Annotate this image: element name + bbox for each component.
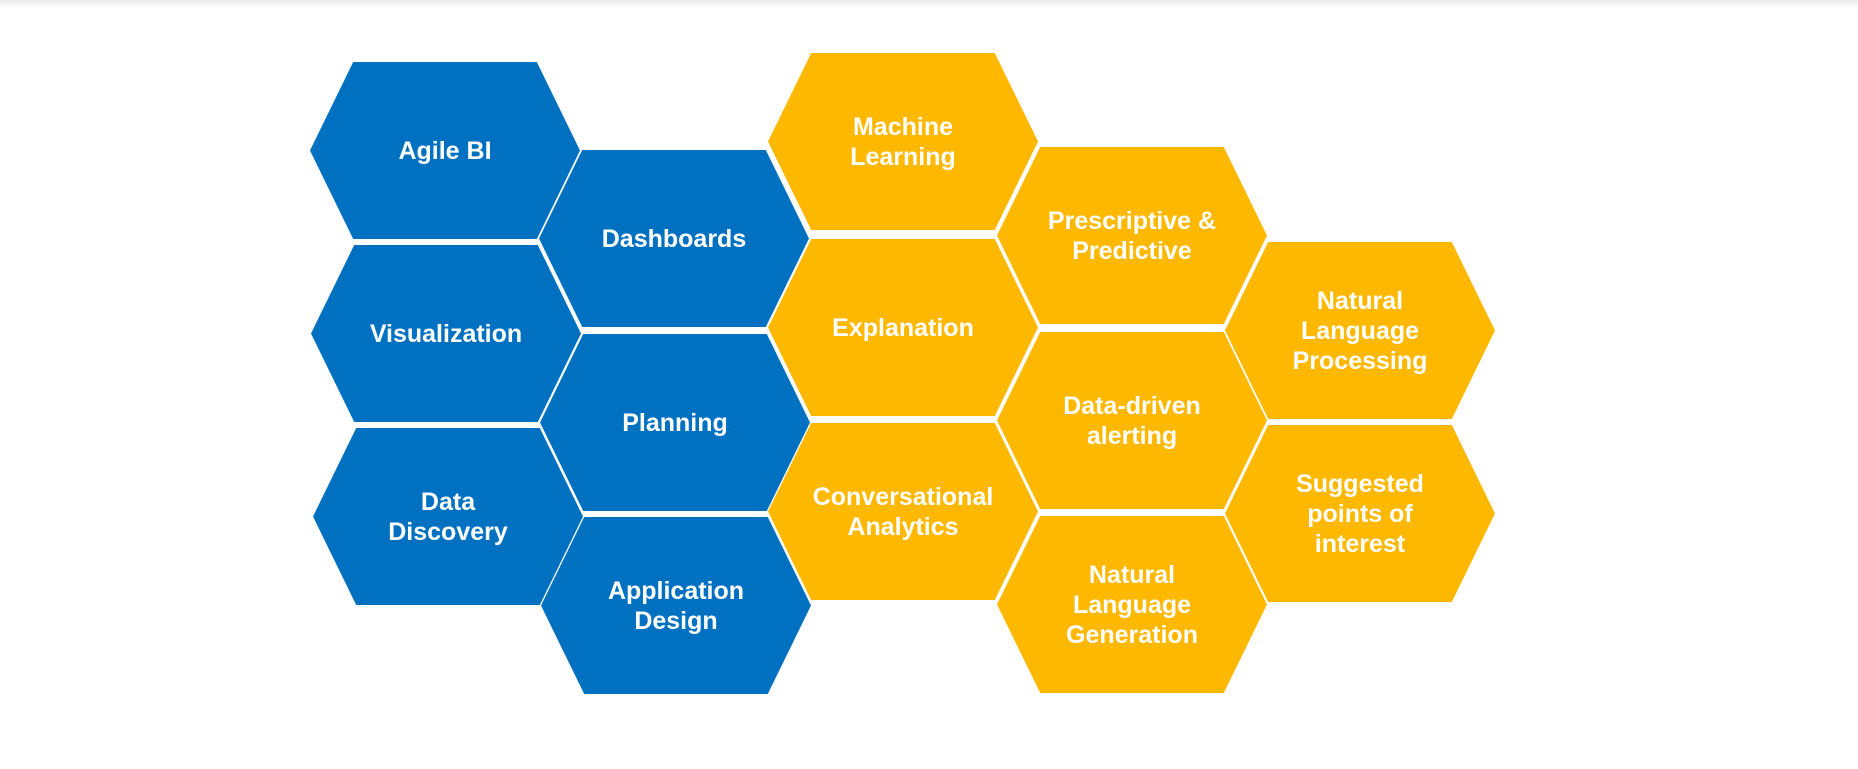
hexagon-10: Prescriptive & Predictive [997,147,1267,324]
top-shade [0,0,1858,8]
hexagon-12: Natural Language Generation [997,516,1267,693]
hexagon-5: Planning [540,334,810,511]
hexagon-13: Natural Language Processing [1225,242,1495,419]
hexagon-6: Application Design [541,517,811,694]
hexagon-3: Data Discovery [313,428,583,605]
hexagon-8: Explanation [768,239,1038,416]
hexagon-7: Machine Learning [768,53,1038,230]
hexagon-4: Dashboards [539,150,809,327]
hexagon-11: Data-driven alerting [997,332,1267,509]
hexagon-1: Agile BI [310,62,580,239]
hexagon-14: Suggested points of interest [1225,425,1495,602]
hexagon-2: Visualization [311,245,581,422]
hexagon-9: Conversational Analytics [768,423,1038,600]
